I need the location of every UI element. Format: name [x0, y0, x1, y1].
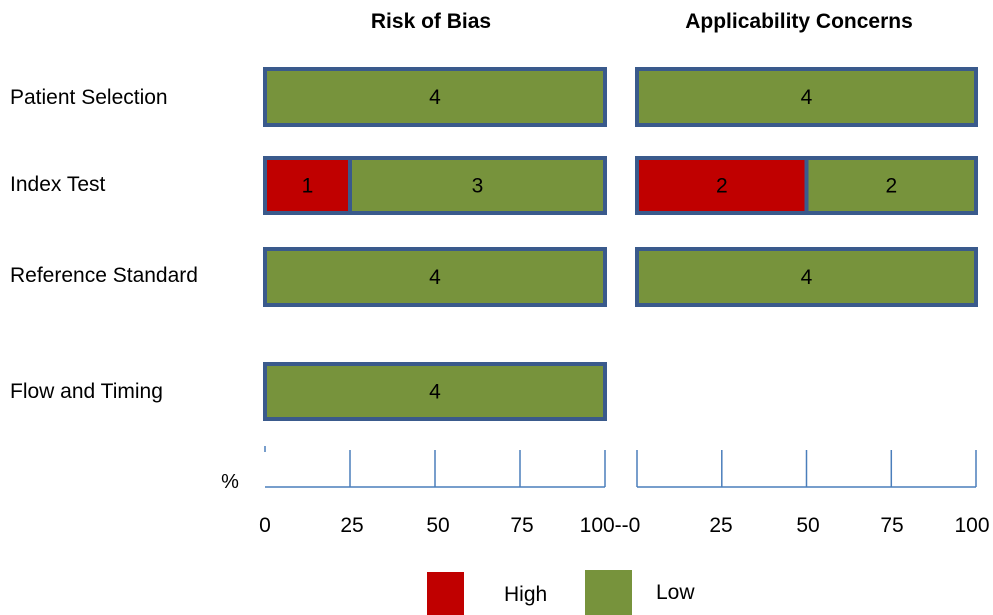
tick-label-right-2: 75 — [880, 514, 903, 537]
category-label-reference-standard: Reference Standard — [10, 264, 198, 287]
bar-applicability-concerns-patient-selection-low-label: 4 — [801, 86, 813, 109]
bar-risk-of-bias-reference-standard-low-label: 4 — [429, 266, 441, 289]
bar-applicability-concerns-reference-standard-low-label: 4 — [801, 266, 813, 289]
risk-of-bias-title: Risk of Bias — [371, 10, 491, 33]
legend-swatch-low — [585, 570, 632, 615]
category-label-patient-selection: Patient Selection — [10, 86, 168, 109]
bar-applicability-concerns-patient-selection-low — [635, 67, 978, 127]
bar-risk-of-bias-flow-and-timing-low — [263, 362, 607, 421]
tick-label-left-3: 75 — [510, 514, 533, 537]
legend-label-high: High — [504, 583, 547, 606]
category-label-flow-and-timing: Flow and Timing — [10, 380, 163, 403]
tick-label-left-1: 25 — [340, 514, 363, 537]
tick-label-right-3: 100 — [954, 514, 989, 537]
bar-applicability-concerns-reference-standard-low — [635, 247, 978, 307]
bar-risk-of-bias-index-test-high-label: 1 — [302, 175, 314, 198]
bar-risk-of-bias-patient-selection-low-label: 4 — [429, 86, 441, 109]
bar-applicability-concerns-index-test-high-label: 2 — [716, 175, 728, 198]
bar-risk-of-bias-reference-standard-low — [263, 247, 607, 307]
legend-swatch-high — [427, 572, 464, 615]
axis-label-percent: % — [221, 471, 239, 493]
bar-risk-of-bias-index-test-low-label: 3 — [472, 175, 484, 198]
legend: High Low — [427, 570, 695, 615]
bar-risk-of-bias-index-test-high — [263, 156, 352, 215]
tick-label-right-1: 50 — [796, 514, 819, 537]
tick-label-right-0: 25 — [709, 514, 732, 537]
tick-label-left-0: 0 — [259, 514, 271, 537]
bar-applicability-concerns-index-test-low-label: 2 — [885, 175, 897, 198]
bar-applicability-concerns-index-test-high — [635, 156, 809, 215]
applicability-concerns-title: Applicability Concerns — [685, 10, 913, 33]
tick-label-left-4: 100--0 — [580, 514, 641, 537]
bar-risk-of-bias-patient-selection-low — [263, 67, 607, 127]
legend-label-low: Low — [656, 581, 695, 604]
bar-risk-of-bias-index-test-low — [348, 156, 607, 215]
category-label-index-test: Index Test — [10, 173, 106, 196]
tick-label-left-2: 50 — [426, 514, 449, 537]
bar-applicability-concerns-index-test-low — [804, 156, 978, 215]
bar-risk-of-bias-flow-and-timing-low-label: 4 — [429, 381, 441, 404]
